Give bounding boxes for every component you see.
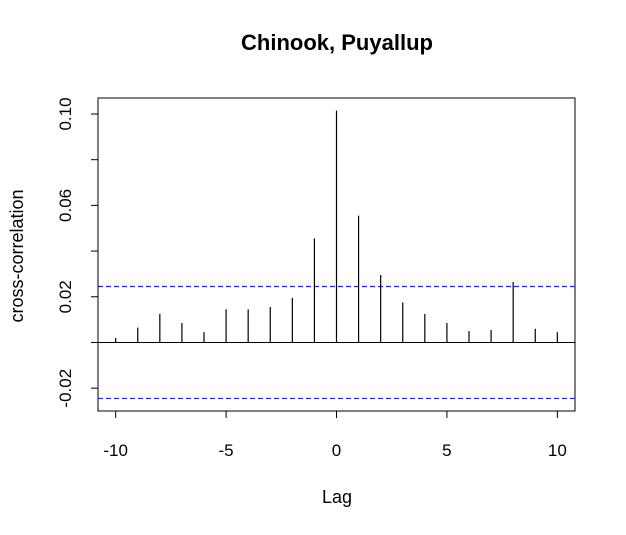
y-tick-label: 0.02 <box>56 280 75 313</box>
x-tick-label: 0 <box>332 441 341 460</box>
x-tick-label: -10 <box>103 441 128 460</box>
x-tick-label: 10 <box>548 441 567 460</box>
x-tick-label: 5 <box>442 441 451 460</box>
y-tick-label: 0.06 <box>56 189 75 222</box>
y-tick-label: 0.10 <box>56 97 75 130</box>
y-axis-label: cross-correlation <box>7 189 27 322</box>
y-tick-label: -0.02 <box>56 369 75 408</box>
x-axis-label: Lag <box>322 487 352 507</box>
x-tick-label: -5 <box>219 441 234 460</box>
chart-title: Chinook, Puyallup <box>241 30 433 55</box>
